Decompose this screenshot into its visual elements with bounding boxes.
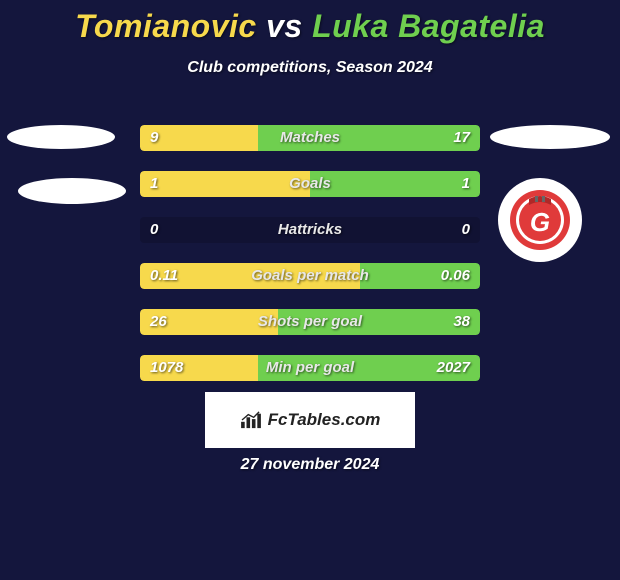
stat-label: Goals	[140, 171, 480, 197]
vs-text: vs	[266, 8, 303, 44]
watermark-text: FcTables.com	[268, 410, 381, 430]
club-badge-right: G	[498, 178, 582, 262]
stat-row: 11Goals	[140, 171, 480, 197]
stat-row: 0.110.06Goals per match	[140, 263, 480, 289]
watermark: FcTables.com	[205, 392, 415, 448]
stat-row: 2638Shots per goal	[140, 309, 480, 335]
player1-silhouette-0	[7, 125, 115, 149]
stat-label: Shots per goal	[140, 309, 480, 335]
player2-name: Luka Bagatelia	[312, 8, 545, 44]
stat-bars: 917Matches 11Goals 00Hattricks 0.110.06Goal…	[140, 125, 480, 401]
stat-row: 00Hattricks	[140, 217, 480, 243]
stat-label: Hattricks	[140, 217, 480, 243]
player1-silhouette-1	[18, 178, 126, 204]
player1-name: Tomianovic	[75, 8, 257, 44]
stat-label: Goals per match	[140, 263, 480, 289]
comparison-title: Tomianovic vs Luka Bagatelia	[0, 0, 620, 45]
stat-row: 917Matches	[140, 125, 480, 151]
date-label: 27 november 2024	[0, 456, 620, 474]
subtitle: Club competitions, Season 2024	[0, 59, 620, 77]
svg-text:G: G	[530, 207, 550, 237]
stat-label: Min per goal	[140, 355, 480, 381]
chart-icon	[240, 411, 262, 429]
stat-label: Matches	[140, 125, 480, 151]
club-crest-icon: G	[505, 185, 575, 255]
player2-silhouette-0	[490, 125, 610, 149]
stat-row: 10782027Min per goal	[140, 355, 480, 381]
